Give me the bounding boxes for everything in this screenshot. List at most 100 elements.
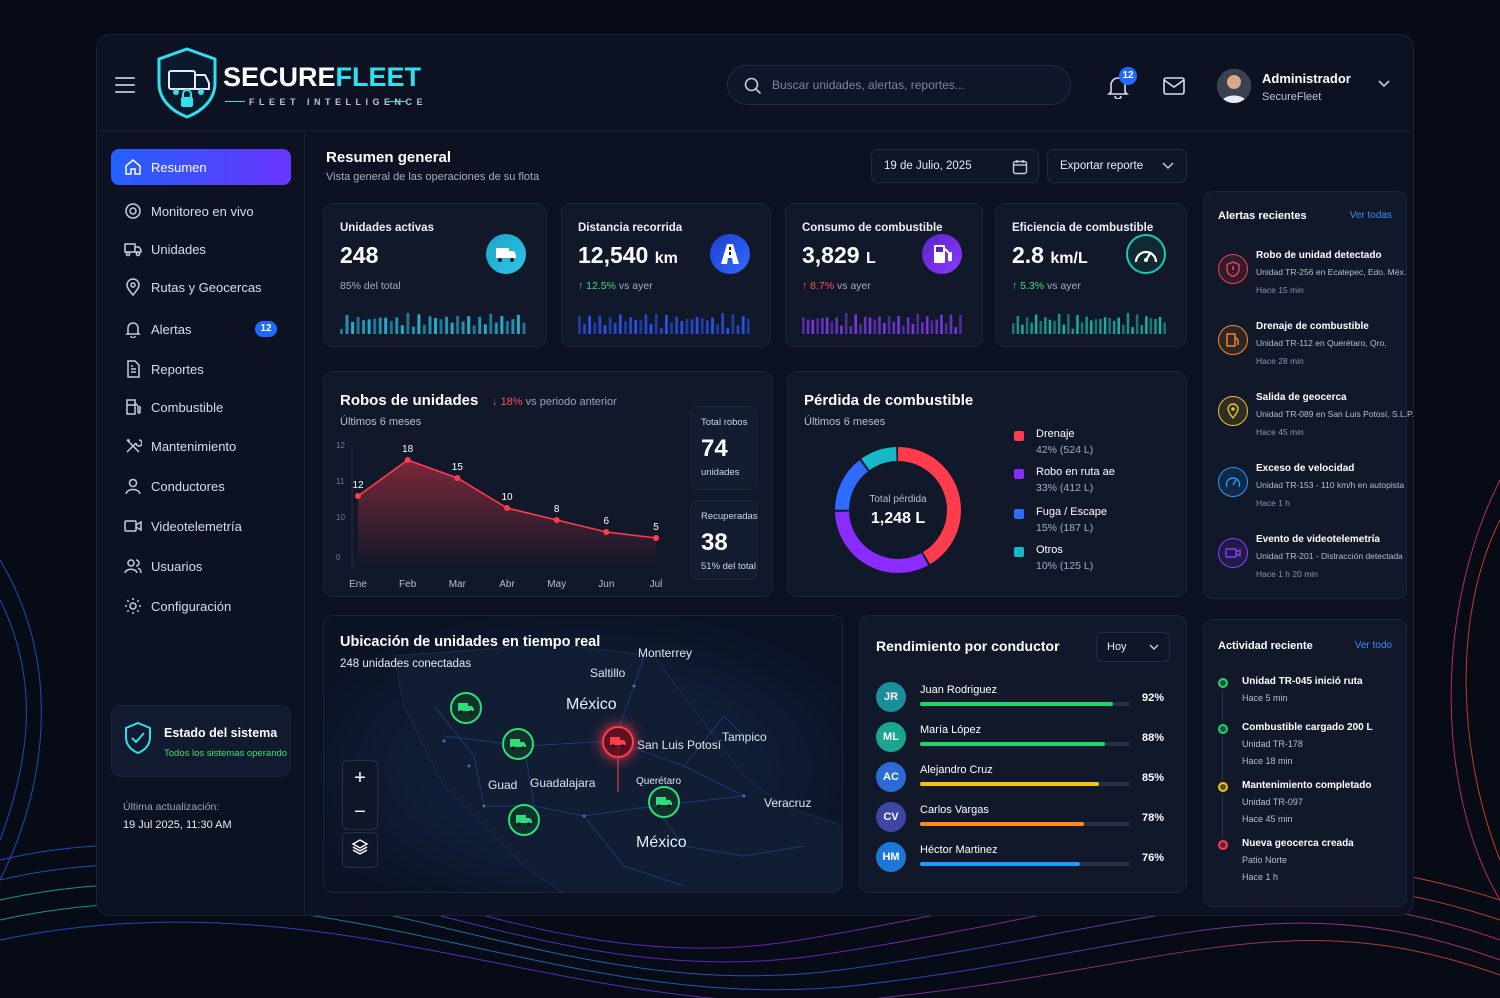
truck-marker[interactable] [508, 804, 540, 836]
city-label: México [566, 696, 617, 713]
x-tick-label: Feb [399, 579, 417, 590]
kpi-card: Unidades activas 248 85% del total [323, 203, 547, 347]
data-point[interactable] [653, 535, 659, 541]
sidebar-item[interactable]: Alertas 12 [111, 311, 291, 347]
driver-progress-fill [920, 822, 1084, 826]
sidebar-item-label: Mantenimiento [151, 438, 237, 454]
kpi-sparkline [340, 313, 526, 334]
sidebar-item[interactable]: Unidades [111, 231, 291, 267]
data-point[interactable] [454, 475, 461, 481]
city-label: Veracruz [764, 796, 812, 810]
zoom-in-button[interactable]: + [343, 761, 377, 795]
brand-name: SECUREFLEET [223, 62, 422, 92]
truck-marker[interactable] [502, 728, 534, 760]
data-point[interactable] [504, 505, 510, 511]
activity-view-all-link[interactable]: Ver todo [1354, 640, 1392, 651]
driver-percent: 85% [1142, 772, 1165, 784]
sidebar-item[interactable]: Mantenimiento [111, 428, 291, 464]
sidebar-item[interactable]: Usuarios [111, 548, 291, 584]
activity-title: Unidad TR-045 inició ruta [1242, 676, 1363, 687]
donut-segment[interactable] [835, 447, 961, 573]
calendar-icon [1012, 160, 1028, 175]
video-icon [123, 516, 143, 536]
kpi-title: Unidades activas [340, 222, 434, 234]
activity-line3: Hace 1 h [1242, 872, 1279, 882]
data-point[interactable] [553, 517, 560, 523]
alert-time: Hace 1 h 20 min [1256, 569, 1318, 579]
sidebar-item[interactable]: Reportes [111, 351, 291, 387]
data-point[interactable] [603, 529, 610, 535]
activity-panel: Actividad reciente Ver todo Unidad TR-04… [1203, 619, 1407, 907]
sidebar-item[interactable]: Resumen [111, 149, 291, 185]
driver-row[interactable]: AC Alejandro Cruz 85% [876, 762, 1166, 794]
alert-item[interactable]: Exceso de velocidad Unidad TR-153 - 110 k… [1218, 463, 1408, 525]
driver-row[interactable]: CV Carlos Vargas 78% [876, 802, 1166, 834]
truck-marker[interactable] [450, 692, 482, 724]
timeline-line [1222, 794, 1223, 838]
user-name: Administrador [1262, 71, 1351, 86]
kpi-sub: ↑ 5.3% vs ayer [1012, 280, 1081, 292]
driver-row[interactable]: JR Juan Rodriguez 92% [876, 682, 1166, 714]
truck-icon [510, 739, 526, 750]
alert-item[interactable]: Evento de videotelemetría Unidad TR-201 -… [1218, 534, 1408, 596]
sidebar-item[interactable]: Combustible [111, 389, 291, 425]
driver-row[interactable]: HM Héctor Martinez 76% [876, 842, 1166, 874]
sidebar-item[interactable]: Monitoreo en vivo [111, 193, 291, 229]
kpi-sub: ↑ 8.7% vs ayer [802, 280, 871, 292]
driver-progress-fill [920, 862, 1080, 866]
legend-value: 33% (412 L) [1036, 482, 1094, 494]
alerts-count-badge: 12 [255, 321, 277, 337]
layers-button[interactable] [343, 833, 377, 867]
mexico-map[interactable] [324, 616, 843, 893]
page-title: Resumen general [326, 149, 452, 166]
shield-check-icon [125, 722, 151, 754]
mail-icon[interactable] [1163, 77, 1185, 95]
alert-title: Salida de geocerca [1256, 392, 1347, 403]
city-label: Querétaro [636, 776, 682, 787]
data-point[interactable] [355, 493, 361, 499]
truck-marker-alert[interactable] [602, 726, 634, 758]
activity-line2: Patio Norte [1242, 855, 1288, 865]
chevron-down-icon[interactable] [1377, 79, 1391, 89]
data-point[interactable] [404, 457, 411, 463]
kpi-trend: ↑ 12.5% [578, 280, 616, 292]
x-tick-label: Abr [499, 579, 515, 590]
donut-segment[interactable] [835, 447, 961, 573]
kpi-trend-text: vs ayer [837, 280, 871, 292]
search-input[interactable] [772, 66, 1062, 104]
legend-value: 10% (125 L) [1036, 560, 1094, 572]
sidebar-item[interactable]: Rutas y Geocercas [111, 269, 291, 305]
driver-row[interactable]: ML María López 88% [876, 722, 1166, 754]
zoom-out-button[interactable]: − [343, 795, 377, 829]
robos-line-chart: 12 11 10 0 12 18 15 10 8 6 5 Ene Feb Mar Abr May Jun Jul [336, 441, 662, 590]
avatar[interactable] [1217, 69, 1251, 103]
driver-avatar: JR [876, 682, 906, 712]
alert-item[interactable]: Drenaje de combustible Unidad TR-112 en Q… [1218, 321, 1408, 383]
alert-item[interactable]: Robo de unidad detectado Unidad TR-256 en… [1218, 250, 1408, 312]
last-update-value: 19 Jul 2025, 11:30 AM [123, 819, 232, 831]
kpi-value: 2.8 km/L [1012, 242, 1088, 268]
menu-icon[interactable] [115, 77, 135, 93]
x-tick-label: Mar [449, 579, 467, 590]
city-label: México [636, 834, 687, 851]
date-picker[interactable]: 19 de Julio, 2025 [871, 149, 1039, 183]
sidebar-item-label: Configuración [151, 598, 232, 614]
zoom-controls: + − [342, 760, 378, 830]
timeline-line [1222, 690, 1223, 722]
fuel-icon [922, 234, 962, 274]
driver-percent: 78% [1142, 812, 1165, 824]
recovered-sub: 51% del total [701, 561, 756, 572]
sidebar-item[interactable]: Videotelemetría [111, 508, 291, 544]
sidebar-item[interactable]: Conductores [111, 468, 291, 504]
sidebar-item[interactable]: Configuración [111, 588, 291, 624]
fuel-drain-icon [1218, 325, 1248, 355]
y-tick-label: 0 [336, 553, 341, 562]
brand-line-right [387, 101, 407, 102]
alert-item[interactable]: Salida de geocerca Unidad TR-089 en San L… [1218, 392, 1413, 454]
period-dropdown[interactable]: Hoy [1096, 632, 1170, 662]
alerts-view-all-link[interactable]: Ver todas [1349, 210, 1392, 221]
alert-detail: Unidad TR-153 - 110 km/h en autopista [1256, 480, 1405, 490]
export-report-dropdown[interactable]: Exportar reporte [1047, 149, 1187, 183]
truck-marker[interactable] [648, 786, 680, 818]
alert-time: Hace 1 h [1256, 498, 1291, 508]
